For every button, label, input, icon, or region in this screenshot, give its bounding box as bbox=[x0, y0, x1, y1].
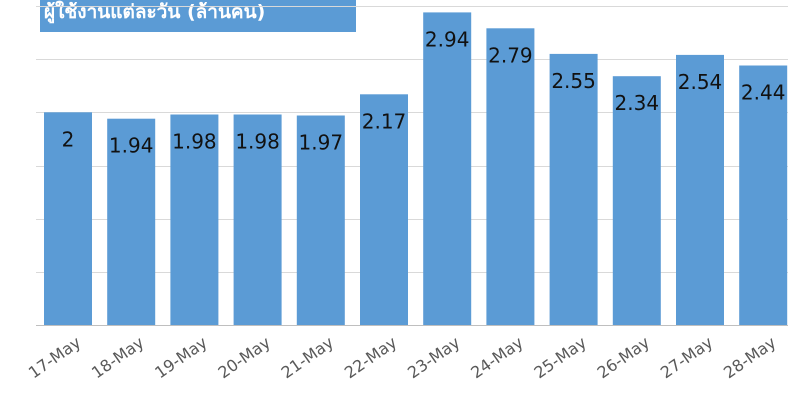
data-label: 2.17 bbox=[362, 109, 407, 133]
bar bbox=[44, 112, 92, 325]
data-labels: 2 1.94 1.98 1.98 1.97 2.17 2.94 2.79 2.55 2.34 2.5… bbox=[62, 27, 786, 157]
bar bbox=[612, 76, 661, 325]
bar bbox=[360, 94, 408, 325]
data-label: 2.44 bbox=[741, 81, 786, 105]
x-tick-label: 21-May bbox=[278, 333, 337, 383]
data-label: 1.98 bbox=[235, 130, 280, 154]
data-label: 2.54 bbox=[678, 70, 723, 94]
x-tick-label: 20-May bbox=[214, 333, 273, 383]
data-label: 2.34 bbox=[615, 91, 660, 115]
bar bbox=[676, 54, 724, 326]
x-tick-label: 17-May bbox=[25, 333, 84, 383]
x-tick-label: 18-May bbox=[88, 333, 147, 383]
bars bbox=[44, 12, 788, 326]
bar bbox=[549, 53, 598, 326]
x-tick-label: 22-May bbox=[341, 333, 400, 383]
x-tick-labels: 17-May 18-May 19-May 20-May 21-May 22-May 23-M… bbox=[25, 333, 780, 383]
x-tick-label: 25-May bbox=[530, 333, 589, 383]
data-label: 1.94 bbox=[109, 134, 154, 158]
data-label: 2.55 bbox=[551, 69, 596, 93]
bar bbox=[486, 28, 535, 326]
bar bbox=[107, 118, 156, 325]
x-tick-label: 19-May bbox=[151, 333, 210, 383]
data-label: 1.98 bbox=[172, 130, 217, 154]
x-tick-label: 27-May bbox=[657, 333, 716, 383]
bar bbox=[233, 114, 282, 325]
data-label: 2 bbox=[62, 127, 75, 151]
bar bbox=[423, 12, 472, 326]
data-label: 2.79 bbox=[488, 43, 533, 67]
bar bbox=[170, 114, 219, 325]
gridlines bbox=[36, 6, 788, 326]
x-tick-label: 26-May bbox=[594, 333, 653, 383]
x-tick-label: 24-May bbox=[467, 333, 526, 383]
x-tick-label: 28-May bbox=[720, 333, 779, 383]
x-tick-label: 23-May bbox=[404, 333, 463, 383]
data-label: 2.94 bbox=[425, 27, 470, 51]
data-label: 1.97 bbox=[299, 131, 344, 155]
bar bbox=[739, 65, 788, 325]
bar bbox=[296, 115, 345, 325]
